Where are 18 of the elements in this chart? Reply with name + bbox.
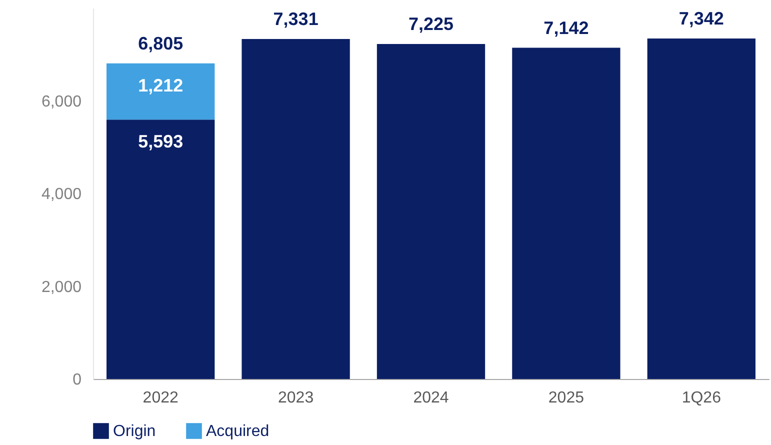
x-tick-label: 2025 (548, 390, 584, 406)
x-tick-label: 2022 (142, 390, 178, 406)
y-tick-label: 6,000 (41, 93, 82, 110)
total-label: 7,342 (678, 8, 724, 29)
total-label: 7,331 (273, 9, 318, 30)
legend-label: Acquired (206, 423, 270, 440)
data-label: 1,212 (138, 75, 184, 96)
x-tick-label: 1Q26 (682, 390, 722, 406)
total-label: 7,225 (408, 14, 454, 34)
data-label: 5,593 (138, 132, 184, 152)
y-tick-label: 4,000 (41, 186, 82, 203)
total-label: 7,142 (544, 18, 589, 38)
x-tick-label: 2024 (413, 390, 449, 406)
y-tick-label: 2,000 (41, 278, 82, 296)
y-tick-label: 0 (72, 372, 82, 388)
total-label: 6,805 (138, 33, 184, 54)
legend-label: Origin (113, 423, 156, 440)
x-tick-label: 2023 (278, 390, 314, 406)
